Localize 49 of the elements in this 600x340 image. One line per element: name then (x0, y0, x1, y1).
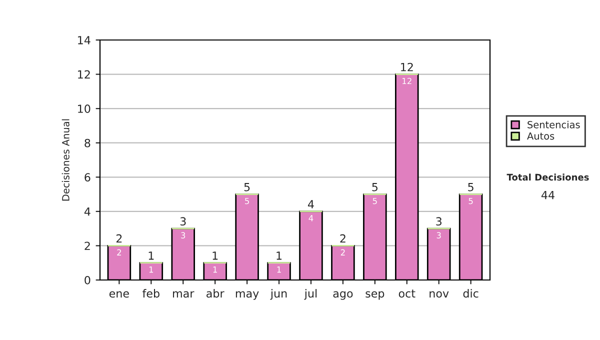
x-tick-label: ago (333, 291, 353, 300)
y-tick-label: 10 (78, 104, 90, 113)
x-tick-label: mar (173, 291, 194, 298)
data-label: 5 (245, 198, 249, 204)
y-tick-label: 6 (84, 173, 90, 182)
legend-label: Sentencias (528, 120, 580, 128)
total-label: 1 (276, 252, 282, 260)
x-tick-label: ene (109, 291, 129, 298)
text: Total Decisiones (506, 174, 589, 181)
total-label: 1 (148, 252, 154, 260)
data-label: 5 (468, 198, 473, 204)
x-tick-label: jun (270, 289, 287, 300)
y-axis-title: Decisiones Anual (62, 119, 70, 201)
data-label: 2 (340, 249, 345, 256)
text: 44 (541, 190, 554, 200)
y-tick-label: 0 (84, 276, 90, 284)
total-label: 3 (436, 217, 442, 226)
y-tick-label: 14 (78, 36, 90, 44)
legend-label: Autos (527, 132, 554, 140)
total-label: 2 (340, 234, 346, 243)
data-label: 4 (308, 215, 314, 222)
x-tick-label: may (236, 291, 259, 300)
x-tick-label: sep (366, 291, 384, 300)
total-label: 2 (116, 234, 122, 243)
x-tick-label: dic (463, 289, 478, 298)
total-label: 1 (212, 252, 218, 260)
x-tick-label: nov (430, 291, 449, 298)
x-tick-label: abr (206, 289, 224, 298)
data-label: 3 (181, 232, 186, 238)
total-label: 3 (180, 217, 186, 226)
y-tick-label: 8 (84, 138, 90, 148)
x-tick-label: oct (398, 290, 416, 298)
data-label: 1 (149, 266, 154, 273)
data-label: 2 (117, 249, 121, 256)
total-label: 5 (372, 183, 378, 192)
y-tick-label: 12 (78, 70, 90, 79)
total-label: 4 (308, 200, 314, 208)
total-label: 5 (468, 183, 474, 192)
data-label: 1 (213, 266, 217, 273)
total-label: 12 (401, 62, 413, 72)
y-tick-label: 2 (84, 242, 90, 250)
data-label: 3 (436, 232, 441, 238)
data-label: 1 (277, 266, 281, 273)
y-tick-label: 4 (84, 208, 90, 216)
data-label: 12 (402, 78, 412, 84)
x-tick-label: jul (304, 289, 317, 300)
x-tick-label: feb (142, 289, 160, 298)
data-label: 5 (372, 198, 377, 204)
total-label: 5 (244, 183, 250, 192)
